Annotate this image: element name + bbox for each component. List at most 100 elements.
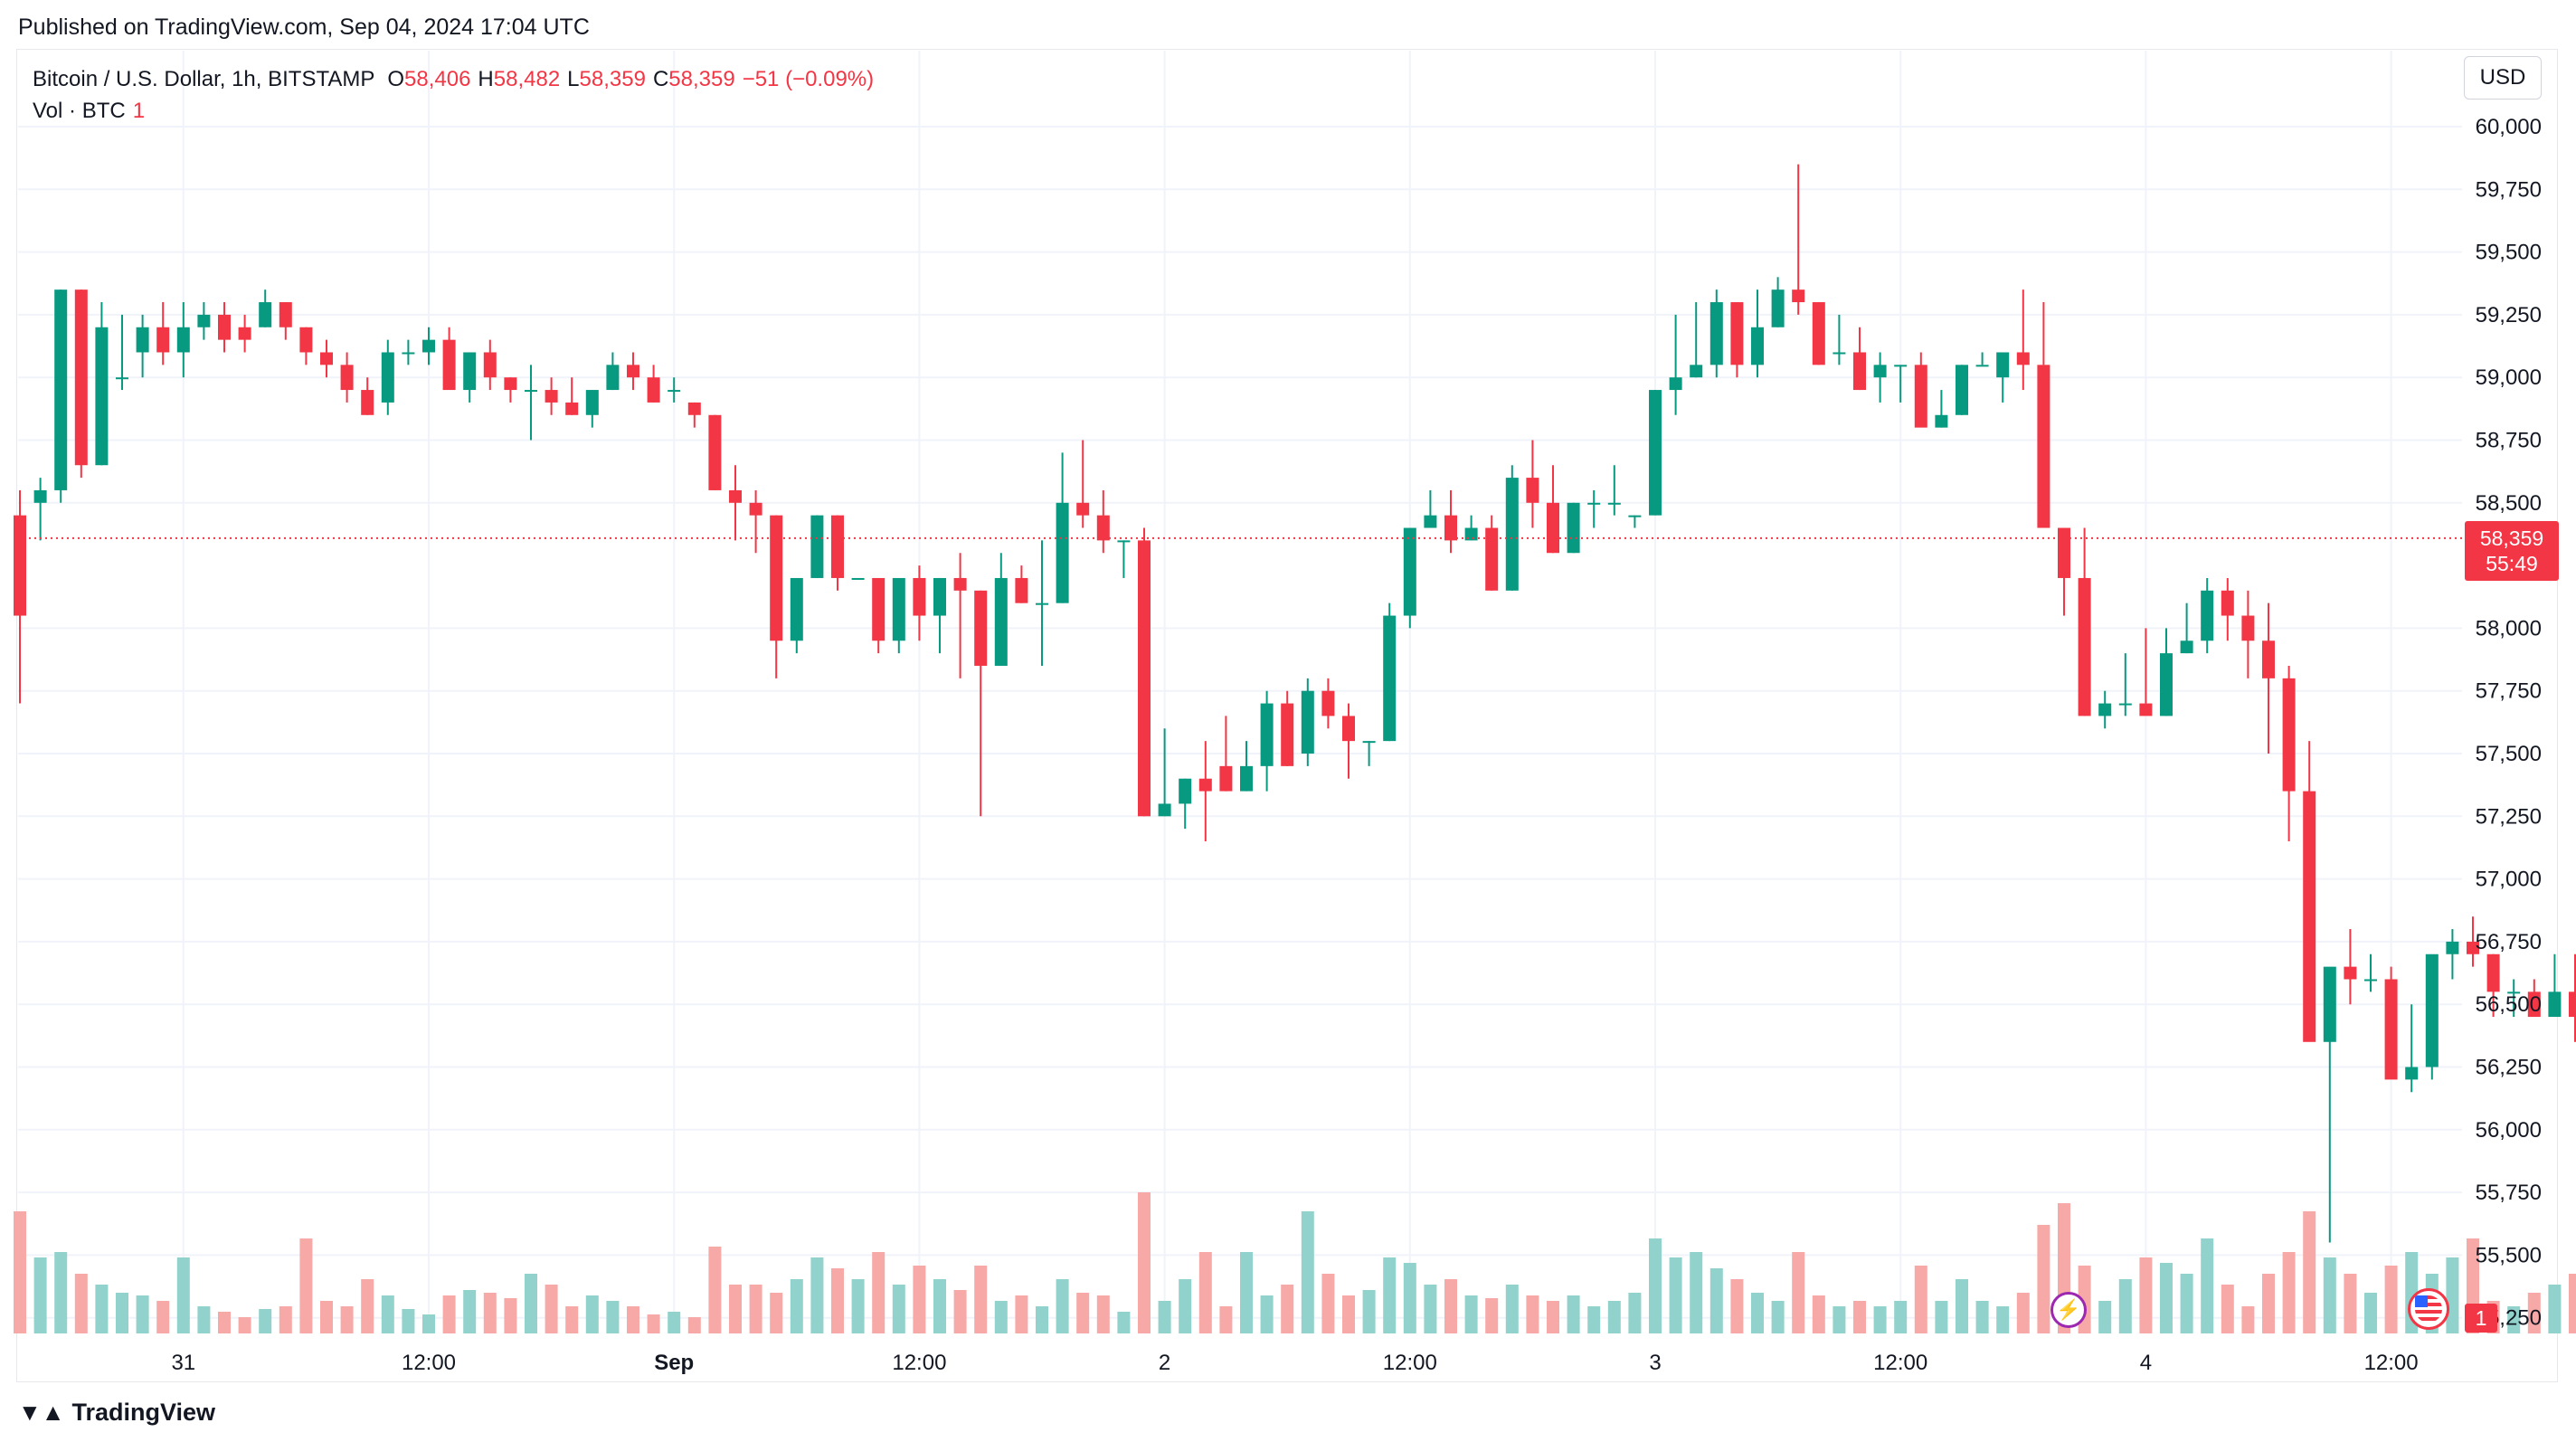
volume-bar — [1240, 1252, 1253, 1333]
candle-body — [2016, 352, 2030, 365]
symbol-title[interactable]: Bitcoin / U.S. Dollar, 1h, BITSTAMP — [33, 67, 375, 91]
candle-body — [687, 402, 701, 415]
candle-body — [1607, 502, 1621, 505]
candle-body — [2058, 527, 2070, 578]
candle-body — [299, 327, 313, 353]
candle-body — [2282, 678, 2296, 792]
candle-body — [1015, 577, 1028, 603]
volume-bar — [1362, 1290, 1376, 1333]
candle-body — [831, 515, 844, 578]
volume-bar — [994, 1301, 1008, 1333]
volume-bar — [116, 1293, 128, 1333]
lightning-icon[interactable]: ⚡ — [2050, 1292, 2087, 1328]
y-tick-label: 56,750 — [2476, 930, 2542, 954]
volume-bar — [2446, 1257, 2459, 1333]
us-flag-icon[interactable] — [2408, 1288, 2449, 1330]
candle-body — [422, 339, 435, 353]
candle-body — [1567, 502, 1580, 554]
candle-body — [2527, 991, 2541, 1018]
candle-body — [1260, 703, 1274, 766]
volume-bar — [1709, 1268, 1723, 1333]
candle-body — [1751, 327, 1764, 365]
volume-bar — [687, 1317, 701, 1333]
volume-bar — [422, 1314, 435, 1333]
volume-bars — [14, 1192, 2576, 1333]
candle-body — [994, 577, 1008, 666]
volume-bar — [1158, 1301, 1171, 1333]
candle-body — [790, 577, 803, 641]
symbol-legend: Bitcoin / U.S. Dollar, 1h, BITSTAMP O58,… — [33, 63, 874, 127]
candle-body — [1403, 527, 1416, 616]
volume-bar — [402, 1309, 415, 1333]
y-tick-label: 59,250 — [2476, 303, 2542, 327]
candle-body — [1669, 377, 1682, 391]
candle-body — [197, 314, 211, 327]
tradingview-logo-icon: ▼▲ — [18, 1399, 65, 1426]
volume-bar — [1464, 1295, 1478, 1333]
footer-brand[interactable]: ▼▲ TradingView — [18, 1399, 215, 1427]
volume-bar — [1792, 1252, 1805, 1333]
volume-bar — [729, 1285, 742, 1333]
volume-bar — [2262, 1274, 2275, 1333]
candle-body — [136, 327, 149, 353]
candle-body — [1444, 515, 1457, 541]
volume-bar — [585, 1295, 599, 1333]
candle-body — [1628, 515, 1642, 517]
candle-body — [320, 352, 333, 365]
candle-body — [1833, 352, 1846, 355]
candle-body — [1036, 602, 1048, 605]
candle-body — [1730, 302, 1744, 365]
candle-body — [1894, 365, 1908, 367]
y-tick-label: 60,000 — [2476, 115, 2542, 139]
volume-bar — [156, 1301, 170, 1333]
volume-bar — [2323, 1257, 2336, 1333]
volume-label[interactable]: Vol · BTC — [33, 99, 126, 123]
volume-bar — [1056, 1279, 1069, 1333]
currency-button[interactable]: USD — [2464, 56, 2542, 100]
volume-bar — [627, 1306, 639, 1333]
candle-body — [1690, 365, 1703, 378]
candle-body — [585, 390, 599, 415]
volume-bar — [176, 1257, 190, 1333]
candle-body — [176, 327, 190, 353]
volume-bar — [2507, 1306, 2521, 1333]
candle-body — [1649, 390, 1662, 516]
candle-body — [74, 289, 88, 466]
candle-body — [606, 365, 620, 391]
chart-frame[interactable] — [16, 49, 2558, 1382]
volume-bar — [1649, 1238, 1662, 1333]
volume-bar — [1873, 1306, 1887, 1333]
volume-bar — [953, 1290, 967, 1333]
candle-body — [1362, 741, 1376, 744]
candle-body — [259, 302, 272, 327]
candle-body — [442, 339, 456, 391]
candle-body — [2364, 979, 2377, 982]
volume-bar — [2180, 1274, 2193, 1333]
volume-bar — [2527, 1293, 2541, 1333]
volume-bar — [1301, 1211, 1314, 1333]
last-volume-tag: 1 — [2465, 1304, 2497, 1333]
candle-body — [1996, 352, 2010, 378]
volume-bar — [1424, 1285, 1437, 1333]
volume-bar — [33, 1257, 47, 1333]
low-value: 58,359 — [579, 67, 646, 91]
volume-bar — [1914, 1266, 1927, 1333]
volume-bar — [1036, 1306, 1048, 1333]
candle-body — [1526, 478, 1539, 503]
candle-body — [1935, 414, 1948, 428]
y-tick-label: 56,250 — [2476, 1056, 2542, 1080]
candle-body — [1096, 515, 1110, 541]
candle-body — [381, 352, 394, 403]
volume-bar — [1505, 1285, 1519, 1333]
volume-bar — [1260, 1295, 1274, 1333]
volume-bar — [1383, 1257, 1397, 1333]
close-label: C — [652, 67, 669, 91]
candle-body — [974, 590, 988, 666]
flag-canton — [2415, 1295, 2428, 1307]
candle-body — [953, 577, 967, 591]
candle-body — [892, 577, 905, 641]
volume-bar — [299, 1238, 313, 1333]
candle-body — [1342, 716, 1355, 742]
close-value: 58,359 — [668, 67, 735, 91]
